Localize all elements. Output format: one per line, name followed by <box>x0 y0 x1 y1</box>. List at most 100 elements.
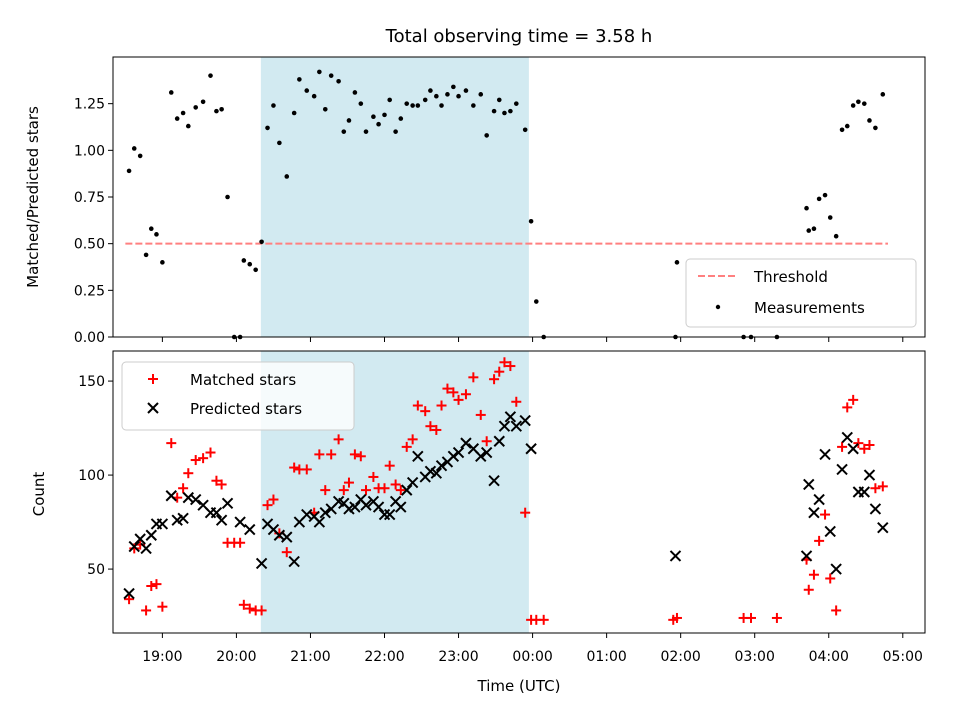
measurement-point <box>478 92 484 97</box>
y-tick-label: 0.00 <box>74 330 105 346</box>
matched-star-point <box>129 543 140 554</box>
bottom-legend-box <box>121 361 355 431</box>
measurement-point <box>304 88 310 93</box>
predicted-star-point <box>412 450 424 462</box>
legend-matched-label: Matched stars <box>190 371 296 389</box>
measurement-point <box>193 105 199 110</box>
predicted-star-point <box>824 525 836 538</box>
predicted-star-point <box>123 587 135 600</box>
measurement-point <box>674 260 680 265</box>
predicted-star-point <box>475 450 487 462</box>
top-legend: Threshold Measurements <box>685 258 917 328</box>
measurement-point <box>297 77 302 82</box>
predicted-star-point <box>210 506 223 519</box>
predicted-star-point <box>452 446 465 459</box>
matched-star-point <box>338 485 349 496</box>
measurement-point <box>811 226 817 232</box>
matched-star-point <box>864 440 875 450</box>
legend-threshold-label: Threshold <box>753 268 828 286</box>
measurement-point <box>404 101 410 106</box>
matched-star-point <box>848 394 859 405</box>
predicted-star-point <box>488 475 500 487</box>
y-tick-label: 50 <box>87 562 105 578</box>
matched-star-point <box>343 477 354 488</box>
matched-star-point <box>481 436 492 447</box>
matched-star-point <box>320 485 331 496</box>
predicted-star-point <box>177 512 189 525</box>
measurement-point <box>160 260 165 265</box>
y-tick-label: 1.25 <box>74 97 105 113</box>
measurement-point <box>456 93 461 99</box>
chart-title: Total observing time = 3.58 h <box>385 26 653 47</box>
predicted-star-point <box>813 493 825 506</box>
matched-star-point <box>333 434 344 445</box>
matched-star-point <box>460 389 471 400</box>
measurement-point <box>528 218 534 224</box>
matched-star-point <box>205 447 216 458</box>
matched-star-point <box>431 424 442 435</box>
measurement-point <box>277 140 282 146</box>
predicted-star-point <box>189 493 202 506</box>
predicted-star-point <box>858 486 870 498</box>
predicted-star-point <box>863 469 876 481</box>
bottom-x-ticks: 19:00 20:00 21:00 22:00 23:00 00:00 01:00 02:00… <box>142 633 923 665</box>
matched-star-point <box>412 400 423 411</box>
predicted-star-point <box>255 557 268 570</box>
predicted-star-point <box>460 437 472 449</box>
measurement-point <box>393 129 398 134</box>
matched-star-point <box>368 471 379 482</box>
measurement-point <box>341 129 347 134</box>
top-y-ticks: 0.00 0.25 0.50 0.75 1.00 1.25 <box>74 97 113 346</box>
matched-star-point <box>425 421 436 432</box>
matched-star-point <box>355 451 366 462</box>
matched-star-point <box>244 603 255 614</box>
measurement-point <box>259 239 264 245</box>
matched-star-point <box>489 374 500 385</box>
legend-predicted-swatch <box>147 402 159 414</box>
matched-star-point <box>349 449 360 460</box>
matched-star-point <box>468 372 479 383</box>
x-axis-label: Time (UTC) <box>477 677 561 695</box>
predicted-star-point <box>493 435 505 447</box>
matched-star-point <box>301 464 312 475</box>
predicted-star-point <box>800 550 813 562</box>
x-tick-label: 05:00 <box>883 649 923 665</box>
measurement-point <box>491 108 497 114</box>
x-tick-label: 00:00 <box>512 649 552 665</box>
measurement-point <box>471 103 476 108</box>
measurement-point <box>382 112 387 118</box>
measurement-point <box>428 88 433 93</box>
matched-star-point <box>831 605 842 616</box>
predicted-star-point <box>244 523 256 536</box>
measurement-point <box>850 103 856 108</box>
measurement-point <box>265 125 270 131</box>
measurement-point <box>844 123 850 129</box>
measurement-point <box>867 118 872 123</box>
predicted-star-point <box>841 431 853 444</box>
measurement-point <box>463 88 469 93</box>
predicted-star-point <box>401 484 413 496</box>
matched-star-point <box>238 599 249 610</box>
predicted-star-point <box>140 542 152 555</box>
predicted-star-point <box>234 516 246 528</box>
matched-star-point <box>281 547 292 558</box>
predicted-stars-points <box>123 411 889 600</box>
predicted-star-point <box>525 443 537 455</box>
measurement-point <box>168 90 174 95</box>
matched-star-point <box>235 537 246 548</box>
x-tick-label: 21:00 <box>290 649 330 665</box>
matched-star-point <box>390 479 401 490</box>
matched-star-point <box>520 507 531 518</box>
matched-star-point <box>151 579 162 590</box>
x-tick-label: 19:00 <box>142 649 182 665</box>
bottom-y-axis-label: Count <box>30 472 48 517</box>
top-axes-frame <box>112 56 926 338</box>
matched-star-point <box>837 441 848 452</box>
x-tick-label: 02:00 <box>660 649 700 665</box>
top-x-ticks <box>161 337 904 342</box>
matched-star-point <box>157 601 168 612</box>
matched-star-point <box>198 453 209 464</box>
measurement-point <box>352 90 358 95</box>
measurement-point <box>225 194 230 200</box>
measurement-point <box>804 205 809 211</box>
